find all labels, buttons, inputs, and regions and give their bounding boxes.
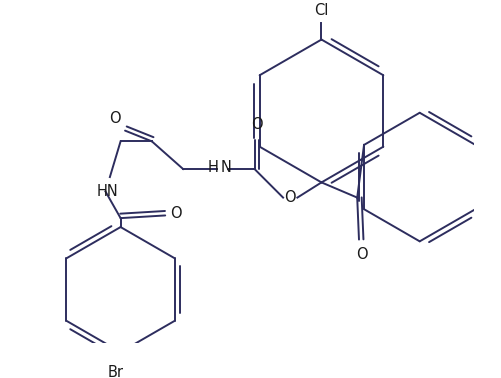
Text: H: H [208,160,219,175]
Text: O: O [109,111,121,126]
Text: HN: HN [96,184,118,199]
Text: O: O [285,190,296,205]
Text: O: O [252,118,263,132]
Text: Br: Br [108,364,124,378]
Text: Cl: Cl [314,3,329,18]
Text: O: O [170,206,181,221]
Text: O: O [356,247,367,262]
Text: N: N [220,160,231,175]
